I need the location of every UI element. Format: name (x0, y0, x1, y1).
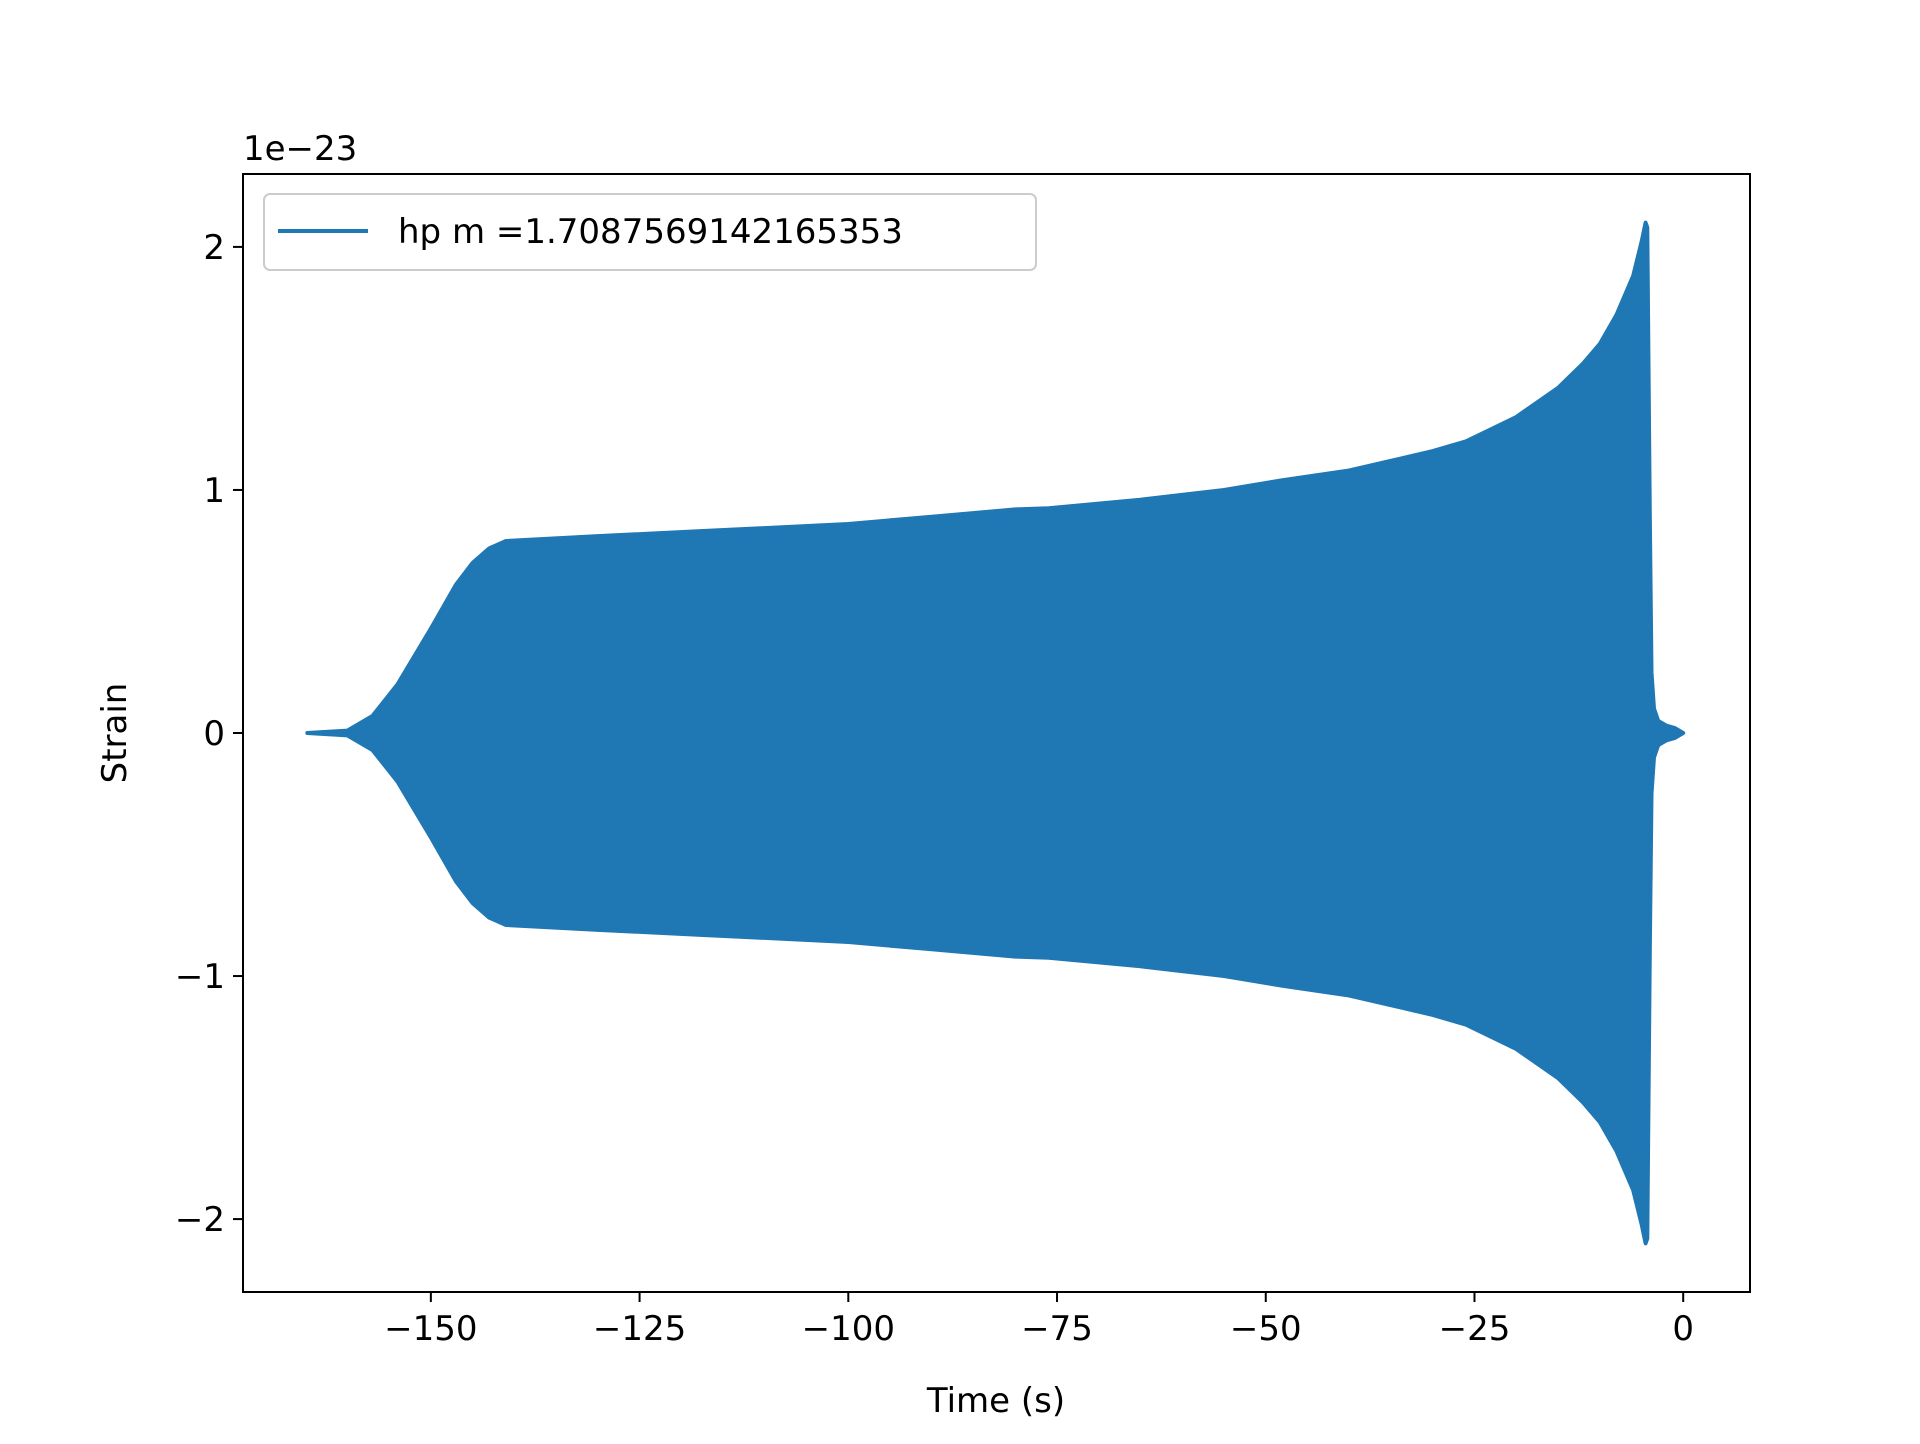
x-tick-label: −125 (593, 1309, 686, 1349)
y-tick-label: −1 (175, 957, 225, 997)
y-tick-label: 2 (203, 228, 225, 268)
x-axis-ticks: −150 −125 −100 −75 −50 −25 0 (384, 1292, 1694, 1349)
y-axis-label: Strain (95, 683, 135, 784)
x-tick-label: 0 (1672, 1309, 1694, 1349)
y-tick-label: 1 (203, 471, 225, 511)
y-axis-offset-text: 1e−23 (243, 129, 357, 169)
y-tick-label: 0 (203, 714, 225, 754)
legend: hp m =1.7087569142165353 (263, 193, 1037, 271)
x-tick-label: −75 (1021, 1309, 1093, 1349)
y-tick-label: −2 (175, 1200, 225, 1240)
legend-box (263, 193, 1037, 271)
x-axis-label: Time (s) (926, 1381, 1065, 1421)
legend-label: hp m =1.7087569142165353 (398, 212, 903, 252)
x-tick-label: −25 (1439, 1309, 1511, 1349)
x-tick-label: −100 (802, 1309, 895, 1349)
x-tick-label: −150 (384, 1309, 477, 1349)
strain-waveform-series (305, 220, 1686, 1246)
plot-series (305, 220, 1686, 1246)
x-tick-label: −50 (1230, 1309, 1302, 1349)
y-axis-ticks: −2 −1 0 1 2 (175, 228, 243, 1240)
